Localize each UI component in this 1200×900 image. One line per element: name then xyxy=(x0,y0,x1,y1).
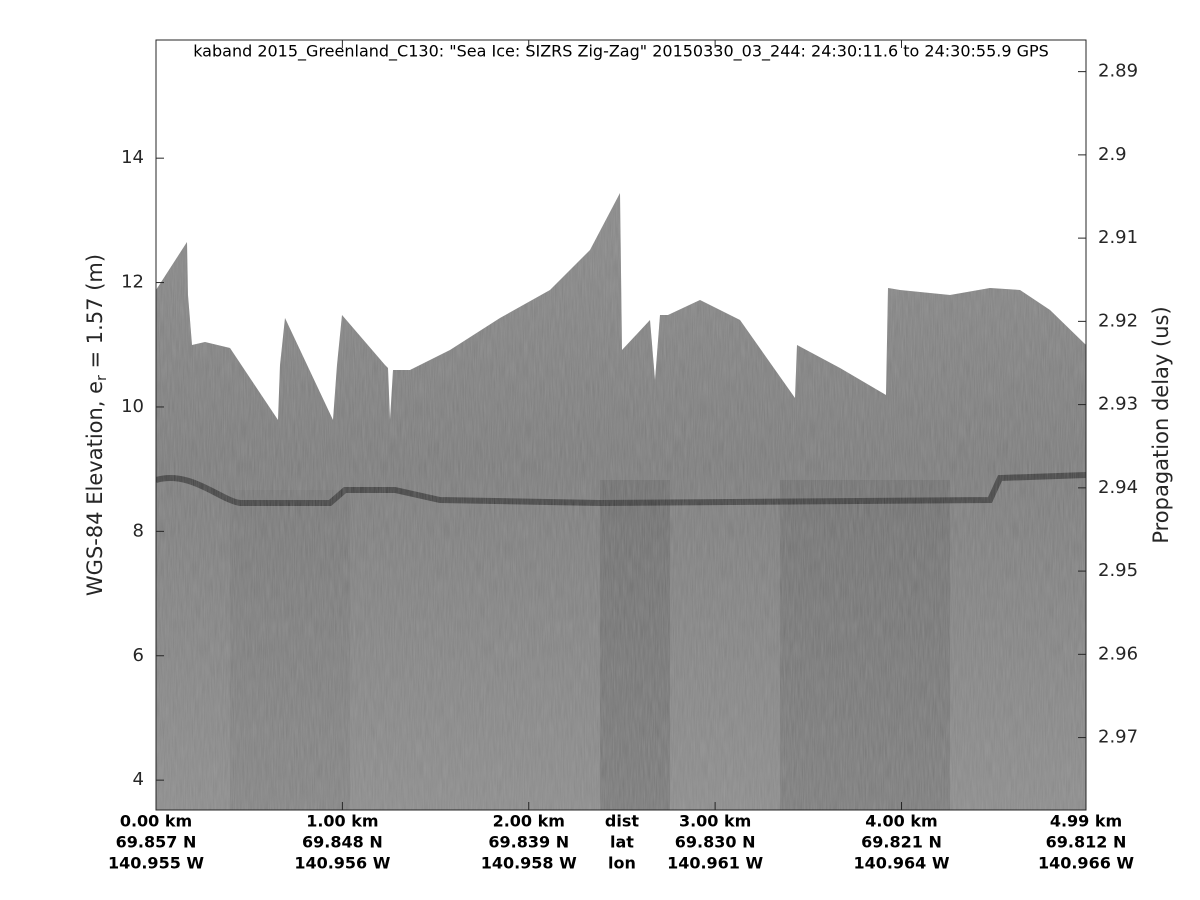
y2-tick-label: 2.92 xyxy=(1098,310,1138,331)
chart-title: kaband 2015_Greenland_C130: "Sea Ice: SI… xyxy=(193,42,1049,62)
y-tick-label: 6 xyxy=(133,645,144,666)
x-tick-label: 4.99 km xyxy=(1050,812,1122,831)
y-tick-label: 4 xyxy=(133,769,144,790)
x-tick-lat: 69.812 N xyxy=(1046,833,1127,852)
x-tick-lon: 140.958 W xyxy=(481,854,577,873)
x-tick-label: 3.00 km xyxy=(679,812,751,831)
x-tick-lon: 140.966 W xyxy=(1038,854,1134,873)
y2-tick-label: 2.91 xyxy=(1098,227,1138,248)
x-tick-lat: 69.830 N xyxy=(675,833,756,852)
echogram xyxy=(156,193,1086,810)
y2-tick-label: 2.95 xyxy=(1098,560,1138,581)
y-axis-label: WGS-84 Elevation, er = 1.57 (m) xyxy=(83,254,110,596)
y-tick-label: 10 xyxy=(121,396,144,417)
x-axis-header: lat xyxy=(610,833,634,852)
x-tick-lon: 140.956 W xyxy=(294,854,390,873)
y2-tick-label: 2.93 xyxy=(1098,394,1138,415)
y-tick-label: 8 xyxy=(133,520,144,541)
y-tick-label: 14 xyxy=(121,147,144,168)
y2-axis-label: Propagation delay (us) xyxy=(1149,306,1173,543)
x-tick-lat: 69.821 N xyxy=(861,833,942,852)
y2-tick-label: 2.9 xyxy=(1098,144,1127,165)
x-axis-header: lon xyxy=(608,854,636,873)
x-tick-label: 1.00 km xyxy=(306,812,378,831)
x-tick-lon: 140.964 W xyxy=(853,854,949,873)
x-tick-lat: 69.857 N xyxy=(116,833,197,852)
x-tick-lon: 140.955 W xyxy=(108,854,204,873)
y2-tick-label: 2.96 xyxy=(1098,643,1138,664)
y-label-sub: r xyxy=(94,375,110,381)
y2-tick-label: 2.89 xyxy=(1098,61,1138,82)
y2-tick-label: 2.97 xyxy=(1098,727,1138,748)
x-tick-lat: 69.839 N xyxy=(488,833,569,852)
y-tick-label: 12 xyxy=(121,272,144,293)
y-label-text: WGS-84 Elevation, e xyxy=(83,381,107,596)
x-tick-label: 0.00 km xyxy=(120,812,192,831)
x-tick-label: 2.00 km xyxy=(493,812,565,831)
x-tick-label: 4.00 km xyxy=(865,812,937,831)
x-axis-header: dist xyxy=(605,812,639,831)
y2-tick-label: 2.94 xyxy=(1098,477,1138,498)
y-label-end: = 1.57 (m) xyxy=(83,254,107,375)
x-tick-lat: 69.848 N xyxy=(302,833,383,852)
plot-frame xyxy=(155,39,1087,811)
x-tick-lon: 140.961 W xyxy=(667,854,763,873)
